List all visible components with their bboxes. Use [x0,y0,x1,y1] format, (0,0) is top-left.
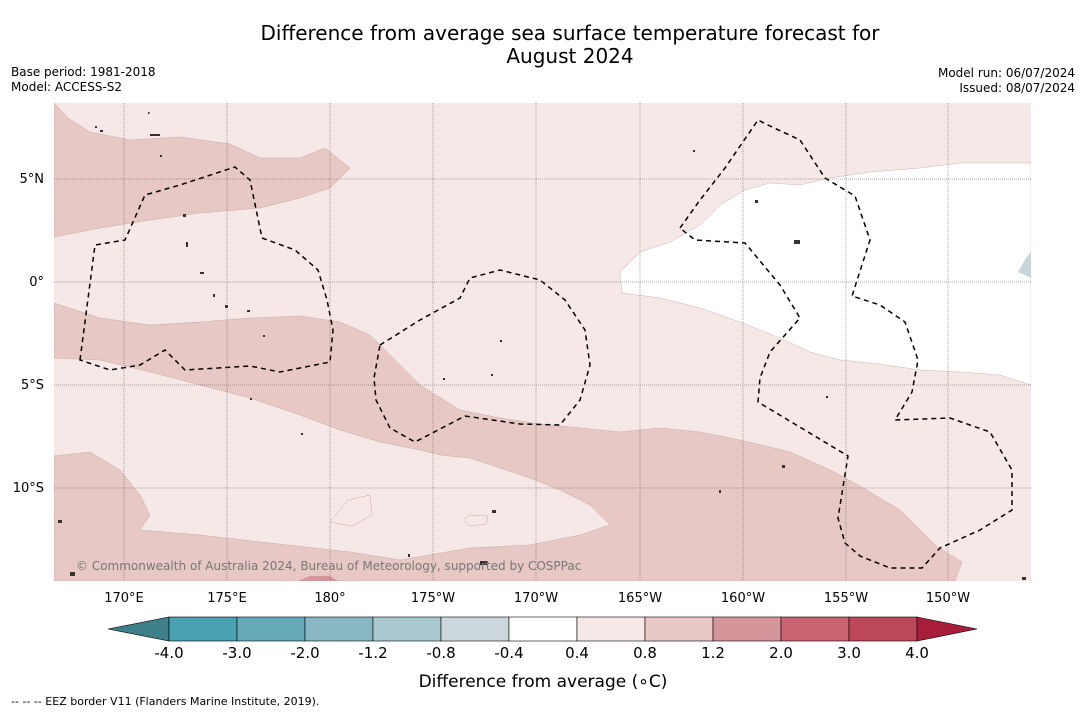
island-dot [693,150,695,152]
island-dot [183,214,186,217]
colorbar-tick-label: -1.2 [358,644,387,662]
colorbar-swatch [780,616,850,642]
colorbar: -4.0 -3.0 -2.0 -1.2 -0.8 -0.4 0.4 0.8 1.2 2.0 3.0 4… [107,616,978,692]
lat-label: 10°S [13,481,44,496]
island-dot [719,490,721,493]
latitude-labels: 5°N 0° 5°S 10°S [13,172,44,496]
lon-label: 155°W [824,591,868,606]
eez-legend-note: -- -- -- EEZ border V11 (Flanders Marine… [11,695,320,708]
chart-title: Difference from average sea surface temp… [0,22,1085,68]
warm-band-north [54,103,351,238]
island-dot [826,396,828,398]
colorbar-tick-label: -0.8 [426,644,455,662]
colorbar-over-arrow [916,616,978,642]
colorbar-segments [168,616,918,642]
eez-kiribati-gilberts [79,166,334,373]
base-info: Base period: 1981-2018 Model: ACCESS-S2 [11,65,156,95]
island-dot [70,572,75,576]
island-dot [160,155,162,157]
island-dot [213,294,215,297]
island-dot [301,433,303,435]
light-pocket-1 [329,494,373,527]
island-dot [443,378,445,380]
islands [58,112,1026,580]
colorbar-swatch [236,616,306,642]
lon-label: 165°W [618,591,662,606]
eez-line-islands [678,119,1013,569]
island-dot [225,305,228,308]
colorbar-swatch [712,616,782,642]
colorbar-swatch [576,616,646,642]
issued-date: Issued: 08/07/2024 [959,81,1075,95]
island-dot [408,554,410,557]
island-dot [480,561,488,565]
island-dot [782,465,785,468]
colorbar-tick-label: 2.0 [769,644,793,662]
island-dot [263,335,265,337]
colorbar-swatch [168,616,238,642]
island-dot [200,272,204,274]
island-dot [1022,577,1026,580]
light-pocket-2 [462,514,489,527]
island-dot [500,340,502,342]
lat-label: 0° [29,275,44,290]
island-dot [150,134,160,136]
island-dot [58,520,62,523]
island-dot [755,200,758,203]
model-name: Model: ACCESS-S2 [11,80,123,94]
colorbar-tick-label: 0.4 [565,644,589,662]
lon-label: 170°W [514,591,558,606]
colorbar-swatch [440,616,510,642]
colorbar-swatch [644,616,714,642]
island-dot [250,398,252,400]
eez-borders [79,119,1013,569]
neutral-anomaly-region [619,162,1031,386]
longitude-labels: 170°E 175°E 180° 175°W 170°W 165°W 160°W… [104,591,970,606]
colorbar-tick-label: -2.0 [290,644,319,662]
island-dot [100,130,103,132]
lat-label: 5°S [21,378,44,393]
colorbar-labels: -4.0 -3.0 -2.0 -1.2 -0.8 -0.4 0.4 0.8 1.2 2.0 3.0 4… [154,644,929,662]
cool-sliver [1018,252,1031,278]
lat-label: 5°N [20,172,45,187]
colorbar-under-arrow [107,616,170,642]
island-dot [247,310,250,312]
title-line-1: Difference from average sea surface temp… [260,21,880,45]
colorbar-swatch [304,616,374,642]
eez-phoenix [373,269,591,443]
lon-label: 180° [314,591,345,606]
copyright-notice: © Commonwealth of Australia 2024, Bureau… [76,559,581,573]
island-dot [95,126,97,128]
island-dot [794,240,800,244]
run-info: Model run: 06/07/2024 Issued: 08/07/2024 [938,66,1075,96]
island-dot [186,242,188,247]
gridlines [54,103,1031,581]
colorbar-tick-label: -4.0 [154,644,183,662]
colorbar-tick-label: -3.0 [222,644,251,662]
colorbar-tick-label: 4.0 [905,644,929,662]
colorbar-tick-label: 0.8 [633,644,657,662]
base-period: Base period: 1981-2018 [11,65,156,79]
colorbar-title: Difference from average (∘C) [419,672,668,692]
island-dot [491,374,493,376]
colorbar-swatch [848,616,918,642]
colorbar-tick-label: 3.0 [837,644,861,662]
strong-warm-patch [298,576,338,581]
lon-label: 175°E [207,591,247,606]
colorbar-tick-label: -0.4 [494,644,523,662]
colorbar-swatch [372,616,442,642]
lon-label: 160°W [721,591,765,606]
colorbar-tick-label: 1.2 [701,644,725,662]
lon-label: 175°W [411,591,455,606]
colorbar-swatch [508,616,578,642]
island-dot [148,112,150,114]
map-area: © Commonwealth of Australia 2024, Bureau… [54,103,1031,581]
lon-label: 150°W [926,591,970,606]
lon-label: 170°E [104,591,144,606]
island-dot [492,510,496,513]
model-run: Model run: 06/07/2024 [937,66,1075,80]
title-line-2: August 2024 [506,44,634,68]
